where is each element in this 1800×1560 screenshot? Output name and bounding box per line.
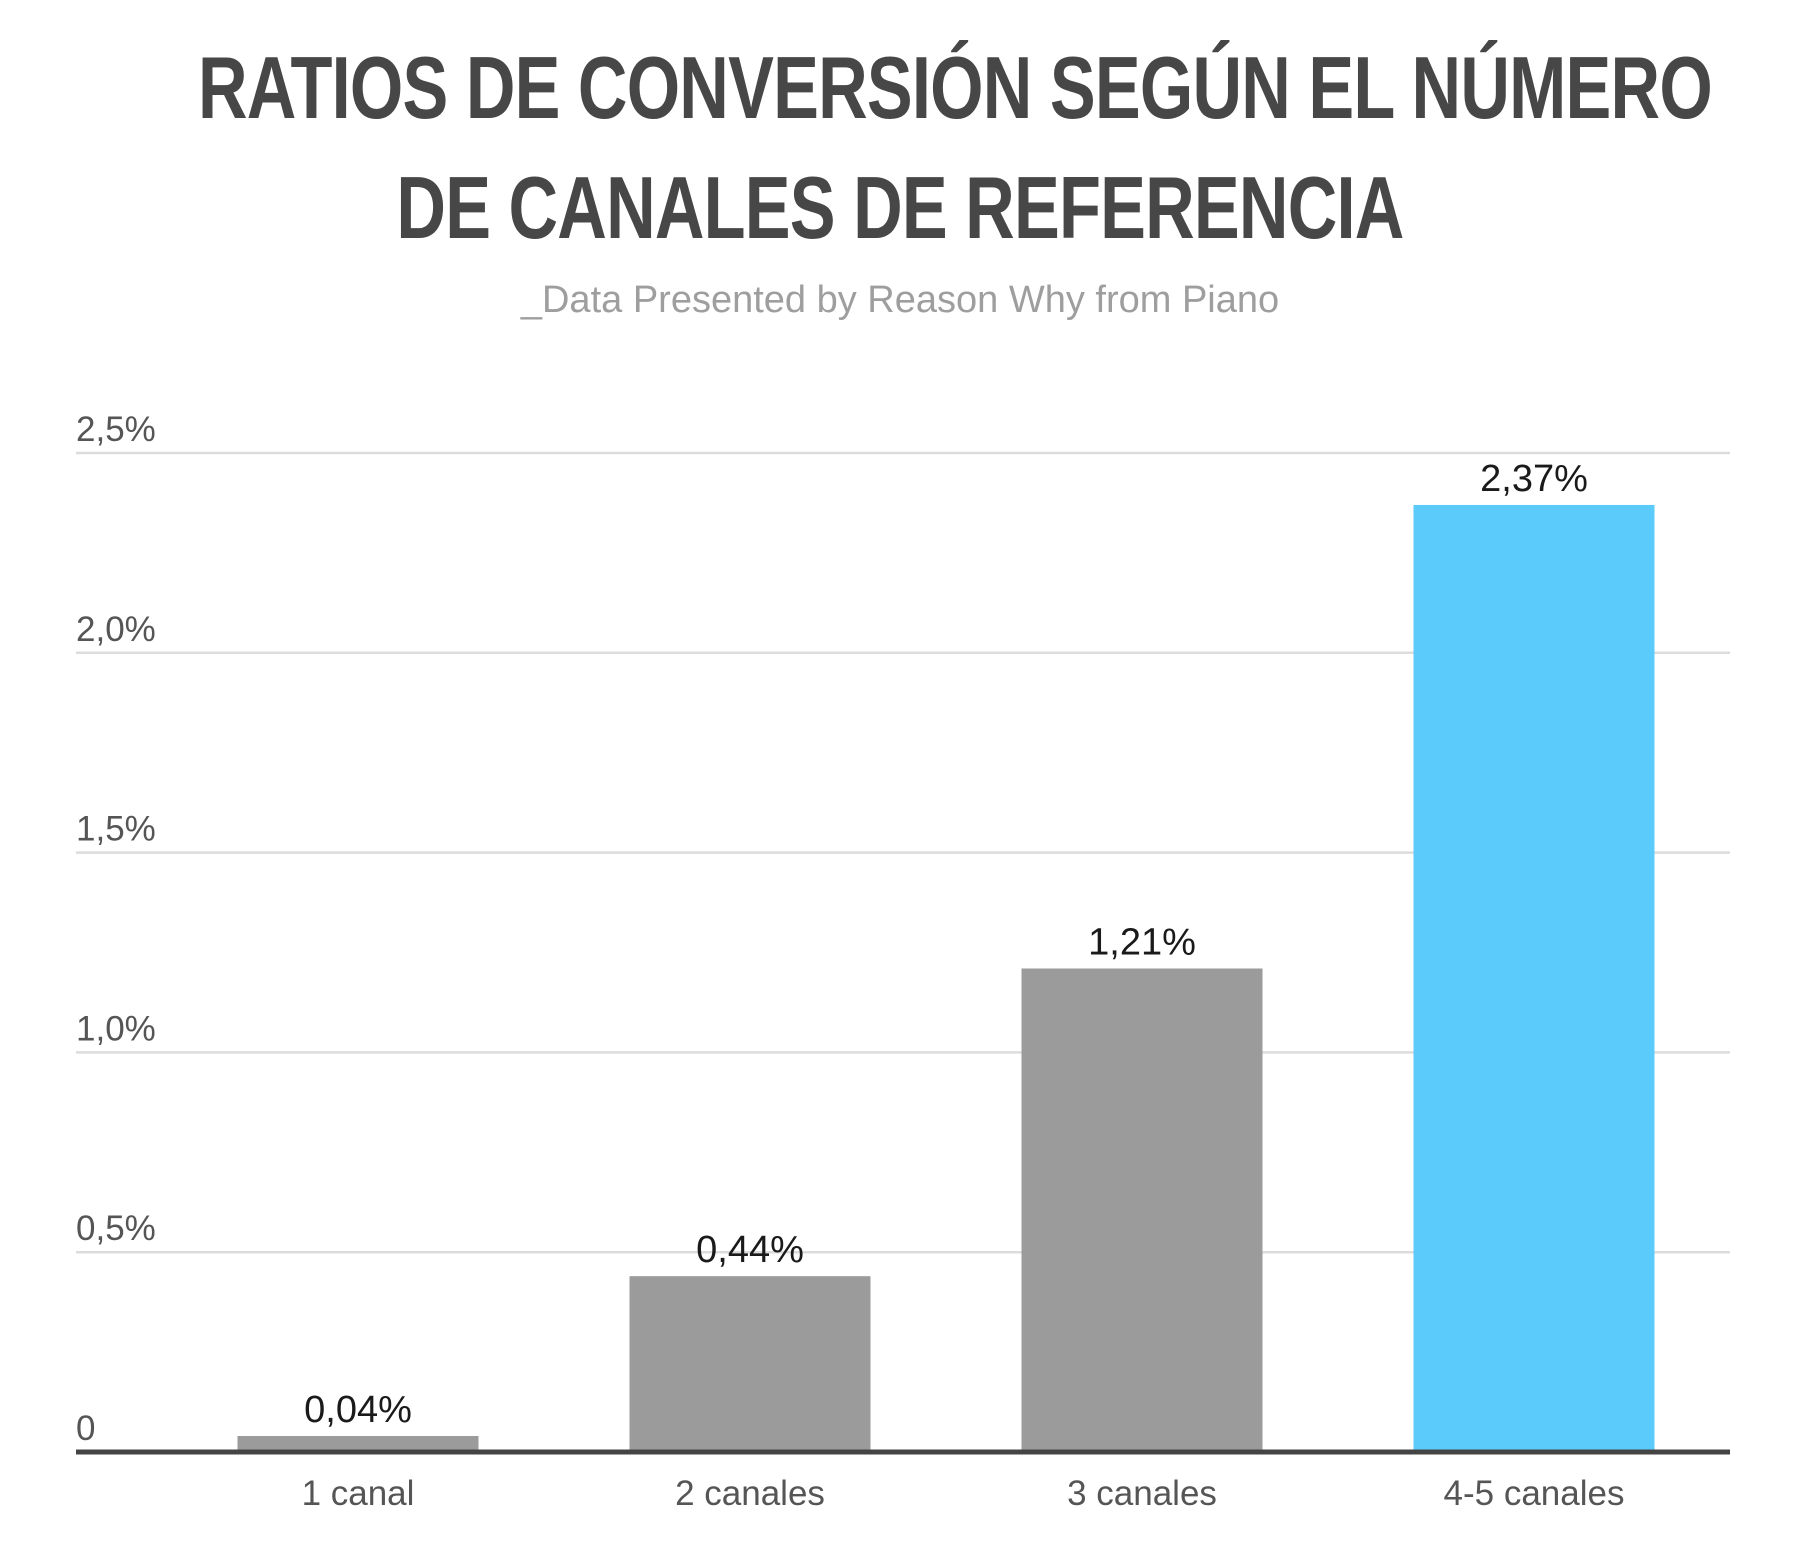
y-tick-label: 2,0% xyxy=(76,610,156,649)
data-label: 2,37% xyxy=(1480,458,1588,500)
category-label: 4-5 canales xyxy=(1444,1474,1625,1513)
y-tick-label: 0 xyxy=(76,1409,95,1448)
category-label: 2 canales xyxy=(675,1474,825,1513)
chart-title-line-2: DE CANALES DE REFERENCIA xyxy=(396,158,1404,257)
bar xyxy=(1413,504,1655,1452)
bars xyxy=(76,504,1730,1455)
labels: 0 0,5% 1,0% 1,5% 2,0% 2,5% 0,04% 1 canal 0,44% 2 … xyxy=(76,410,1624,1513)
chart-title-line-1: RATIOS DE CONVERSIÓN SEGÚN EL NÚMERO xyxy=(198,38,1713,137)
category-label: 1 canal xyxy=(302,1474,415,1513)
bar xyxy=(237,1436,479,1452)
chart-subtitle: _Data Presented by Reason Why from Piano xyxy=(520,279,1280,321)
bar xyxy=(1021,968,1263,1452)
y-tick-label: 1,5% xyxy=(76,810,156,849)
data-label: 1,21% xyxy=(1088,921,1196,963)
y-tick-label: 1,0% xyxy=(76,1009,156,1048)
category-label: 3 canales xyxy=(1067,1474,1217,1513)
data-label: 0,04% xyxy=(304,1389,412,1431)
y-tick-label: 0,5% xyxy=(76,1209,156,1248)
bar xyxy=(629,1276,871,1452)
data-label: 0,44% xyxy=(696,1229,804,1271)
y-tick-label: 2,5% xyxy=(76,410,156,449)
